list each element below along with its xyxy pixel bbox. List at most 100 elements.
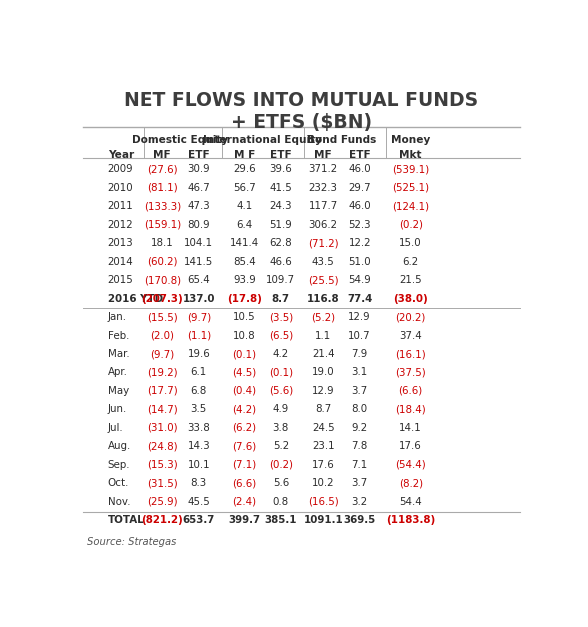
Text: (20.2): (20.2) <box>396 312 426 322</box>
Text: (15.5): (15.5) <box>147 312 178 322</box>
Text: 6.4: 6.4 <box>236 219 252 229</box>
Text: 8.7: 8.7 <box>272 293 290 303</box>
Text: 29.6: 29.6 <box>233 164 256 174</box>
Text: 104.1: 104.1 <box>184 238 213 248</box>
Text: Source: Strategas: Source: Strategas <box>87 537 176 547</box>
Text: 8.7: 8.7 <box>315 404 332 414</box>
Text: 385.1: 385.1 <box>265 515 297 525</box>
Text: International Equity: International Equity <box>203 135 322 145</box>
Text: 41.5: 41.5 <box>269 183 292 193</box>
Text: (18.4): (18.4) <box>395 404 426 414</box>
Text: (539.1): (539.1) <box>392 164 429 174</box>
Text: (9.7): (9.7) <box>187 312 211 322</box>
Text: 3.1: 3.1 <box>352 367 368 377</box>
Text: 369.5: 369.5 <box>343 515 376 525</box>
Text: (4.5): (4.5) <box>232 367 256 377</box>
Text: 51.0: 51.0 <box>348 256 371 266</box>
Text: 19.6: 19.6 <box>188 349 210 359</box>
Text: (6.2): (6.2) <box>232 423 256 433</box>
Text: 33.8: 33.8 <box>188 423 210 433</box>
Text: 4.2: 4.2 <box>273 349 289 359</box>
Text: (17.7): (17.7) <box>147 386 178 396</box>
Text: (4.2): (4.2) <box>232 404 256 414</box>
Text: Nov.: Nov. <box>108 497 130 507</box>
Text: (9.7): (9.7) <box>151 349 175 359</box>
Text: 232.3: 232.3 <box>309 183 338 193</box>
Text: (16.1): (16.1) <box>395 349 426 359</box>
Text: (0.1): (0.1) <box>269 367 293 377</box>
Text: (0.1): (0.1) <box>232 349 256 359</box>
Text: (124.1): (124.1) <box>392 201 429 211</box>
Text: (0.2): (0.2) <box>399 219 423 229</box>
Text: (27.6): (27.6) <box>147 164 178 174</box>
Text: Mar.: Mar. <box>108 349 129 359</box>
Text: MF: MF <box>153 150 171 160</box>
Text: Aug.: Aug. <box>108 441 131 451</box>
Text: (19.2): (19.2) <box>147 367 178 377</box>
Text: (71.2): (71.2) <box>308 238 339 248</box>
Text: (8.2): (8.2) <box>399 478 423 488</box>
Text: 2009: 2009 <box>108 164 133 174</box>
Text: (7.6): (7.6) <box>232 441 256 451</box>
Text: 12.2: 12.2 <box>349 238 371 248</box>
Text: (24.8): (24.8) <box>147 441 178 451</box>
Text: (54.4): (54.4) <box>395 460 426 470</box>
Text: (3.5): (3.5) <box>269 312 293 322</box>
Text: 7.8: 7.8 <box>352 441 368 451</box>
Text: 19.0: 19.0 <box>312 367 335 377</box>
Text: May: May <box>108 386 129 396</box>
Text: Jul.: Jul. <box>108 423 123 433</box>
Text: 6.1: 6.1 <box>191 367 207 377</box>
Text: 117.7: 117.7 <box>309 201 338 211</box>
Text: 21.4: 21.4 <box>312 349 335 359</box>
Text: (38.0): (38.0) <box>393 293 428 303</box>
Text: 141.4: 141.4 <box>230 238 259 248</box>
Text: (81.1): (81.1) <box>147 183 178 193</box>
Text: 24.5: 24.5 <box>312 423 335 433</box>
Text: 0.8: 0.8 <box>273 497 289 507</box>
Text: 8.3: 8.3 <box>191 478 207 488</box>
Text: 62.8: 62.8 <box>269 238 292 248</box>
Text: 10.8: 10.8 <box>233 330 256 340</box>
Text: (15.3): (15.3) <box>147 460 178 470</box>
Text: (0.2): (0.2) <box>269 460 293 470</box>
Text: (14.7): (14.7) <box>147 404 178 414</box>
Text: (821.2): (821.2) <box>142 515 183 525</box>
Text: 46.0: 46.0 <box>348 201 371 211</box>
Text: 3.8: 3.8 <box>273 423 289 433</box>
Text: 37.4: 37.4 <box>399 330 422 340</box>
Text: Jan.: Jan. <box>108 312 126 322</box>
Text: 2010: 2010 <box>108 183 133 193</box>
Text: 7.9: 7.9 <box>352 349 368 359</box>
Text: TOTAL: TOTAL <box>108 515 145 525</box>
Text: (5.2): (5.2) <box>311 312 335 322</box>
Text: 109.7: 109.7 <box>266 275 295 285</box>
Text: 23.1: 23.1 <box>312 441 335 451</box>
Text: 14.1: 14.1 <box>399 423 422 433</box>
Text: (60.2): (60.2) <box>147 256 178 266</box>
Text: 306.2: 306.2 <box>309 219 338 229</box>
Text: 1091.1: 1091.1 <box>303 515 343 525</box>
Text: 10.7: 10.7 <box>348 330 371 340</box>
Text: 47.3: 47.3 <box>188 201 210 211</box>
Text: (37.5): (37.5) <box>395 367 426 377</box>
Text: 15.0: 15.0 <box>399 238 422 248</box>
Text: 10.5: 10.5 <box>233 312 256 322</box>
Text: ETF: ETF <box>349 150 370 160</box>
Text: (31.5): (31.5) <box>147 478 178 488</box>
Text: 54.4: 54.4 <box>399 497 422 507</box>
Text: 17.6: 17.6 <box>312 460 335 470</box>
Text: 653.7: 653.7 <box>183 515 215 525</box>
Text: (133.3): (133.3) <box>143 201 181 211</box>
Text: 12.9: 12.9 <box>348 312 371 322</box>
Text: 3.2: 3.2 <box>352 497 368 507</box>
Text: 18.1: 18.1 <box>151 238 173 248</box>
Text: 2015: 2015 <box>108 275 133 285</box>
Text: 399.7: 399.7 <box>228 515 260 525</box>
Text: NET FLOWS INTO MUTUAL FUNDS
+ ETFS ($BN): NET FLOWS INTO MUTUAL FUNDS + ETFS ($BN) <box>124 91 479 132</box>
Text: 17.6: 17.6 <box>399 441 422 451</box>
Text: Mkt: Mkt <box>399 150 422 160</box>
Text: Oct.: Oct. <box>108 478 129 488</box>
Text: 4.1: 4.1 <box>236 201 252 211</box>
Text: 14.3: 14.3 <box>188 441 210 451</box>
